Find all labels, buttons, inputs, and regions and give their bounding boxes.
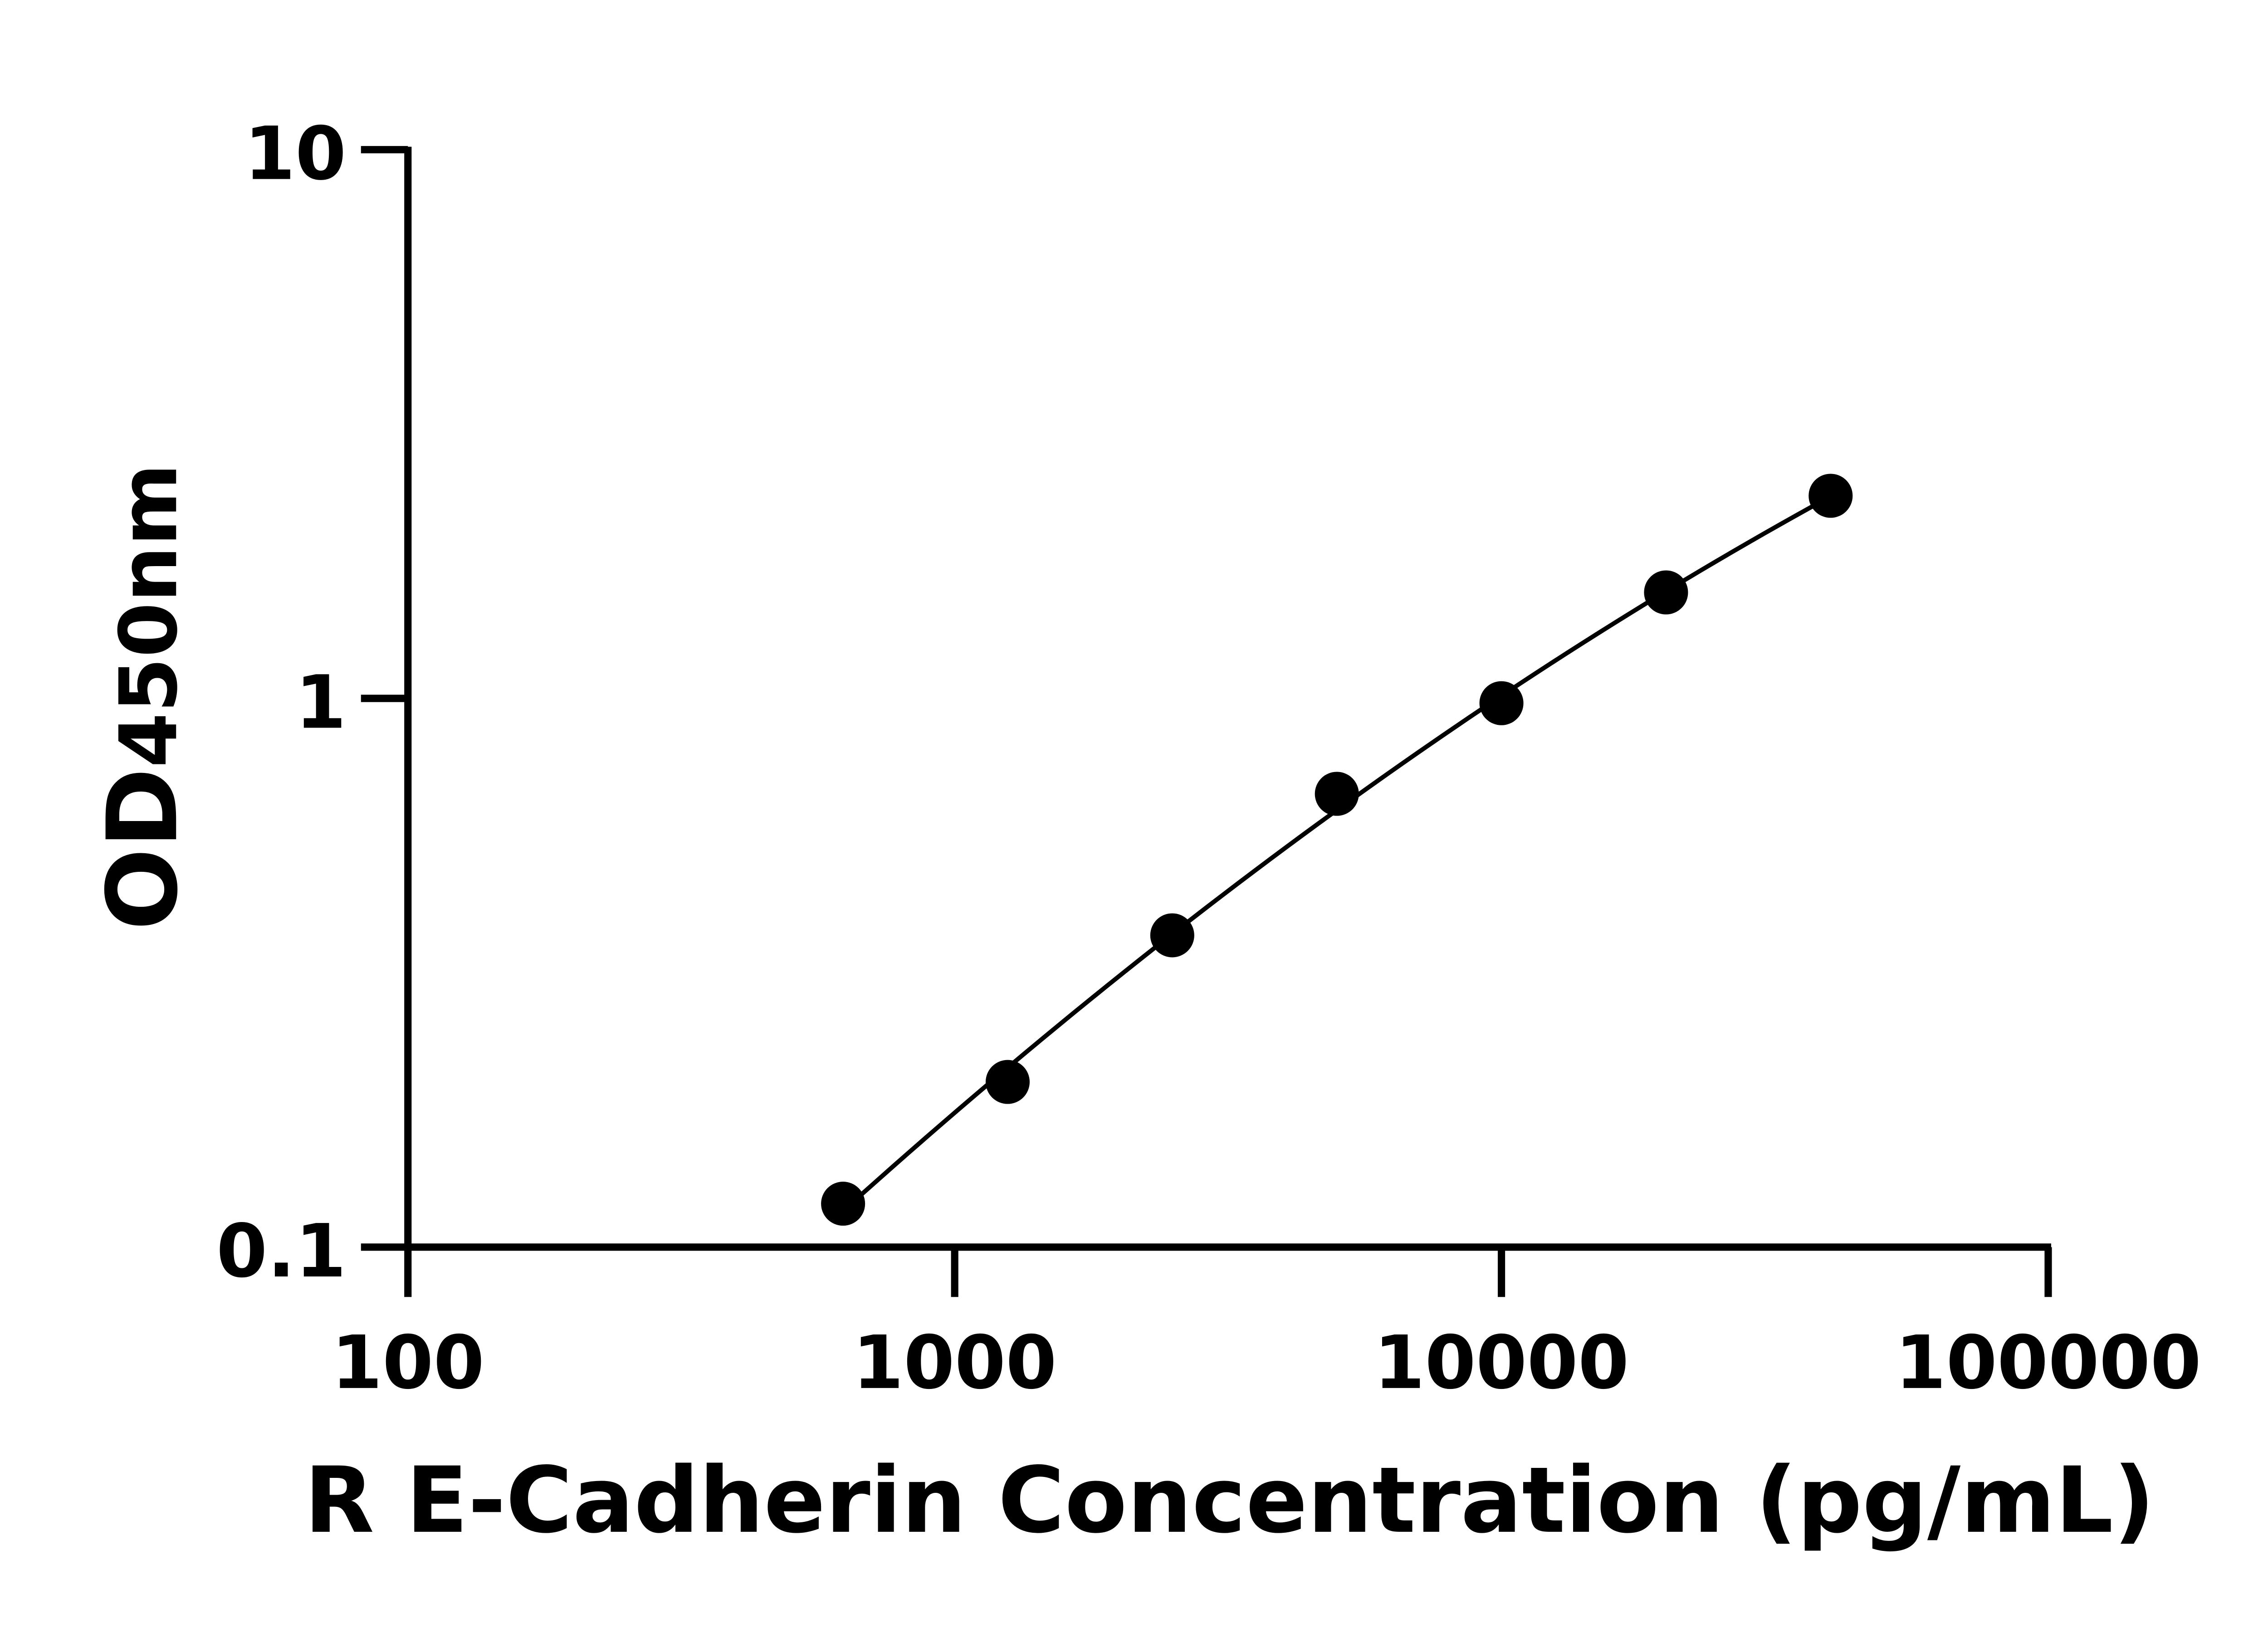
x-tick-label: 1000	[853, 1320, 1057, 1406]
data-point	[985, 1060, 1030, 1104]
y-tick-label: 0.1	[216, 1209, 346, 1294]
x-tick-label: 100000	[1895, 1320, 2201, 1406]
data-point	[821, 1182, 865, 1226]
y-axis-label: OD450nm	[87, 464, 199, 931]
y-tick-label: 1	[295, 660, 347, 745]
data-point	[1809, 474, 1853, 518]
x-axis-label: R E-Cadherin Concentration (pg/mL)	[304, 1448, 2155, 1554]
data-point	[1150, 913, 1194, 958]
x-tick-label: 10000	[1374, 1320, 1629, 1406]
y-axis-label-main: OD	[87, 768, 199, 931]
data-point	[1644, 570, 1688, 615]
y-tick-label: 10	[244, 112, 346, 197]
data-point	[1315, 772, 1359, 816]
data-point	[1479, 681, 1524, 725]
x-tick-label: 100	[331, 1320, 484, 1406]
axes	[404, 147, 2051, 1251]
y-axis-label-sub: 450nm	[103, 464, 195, 768]
